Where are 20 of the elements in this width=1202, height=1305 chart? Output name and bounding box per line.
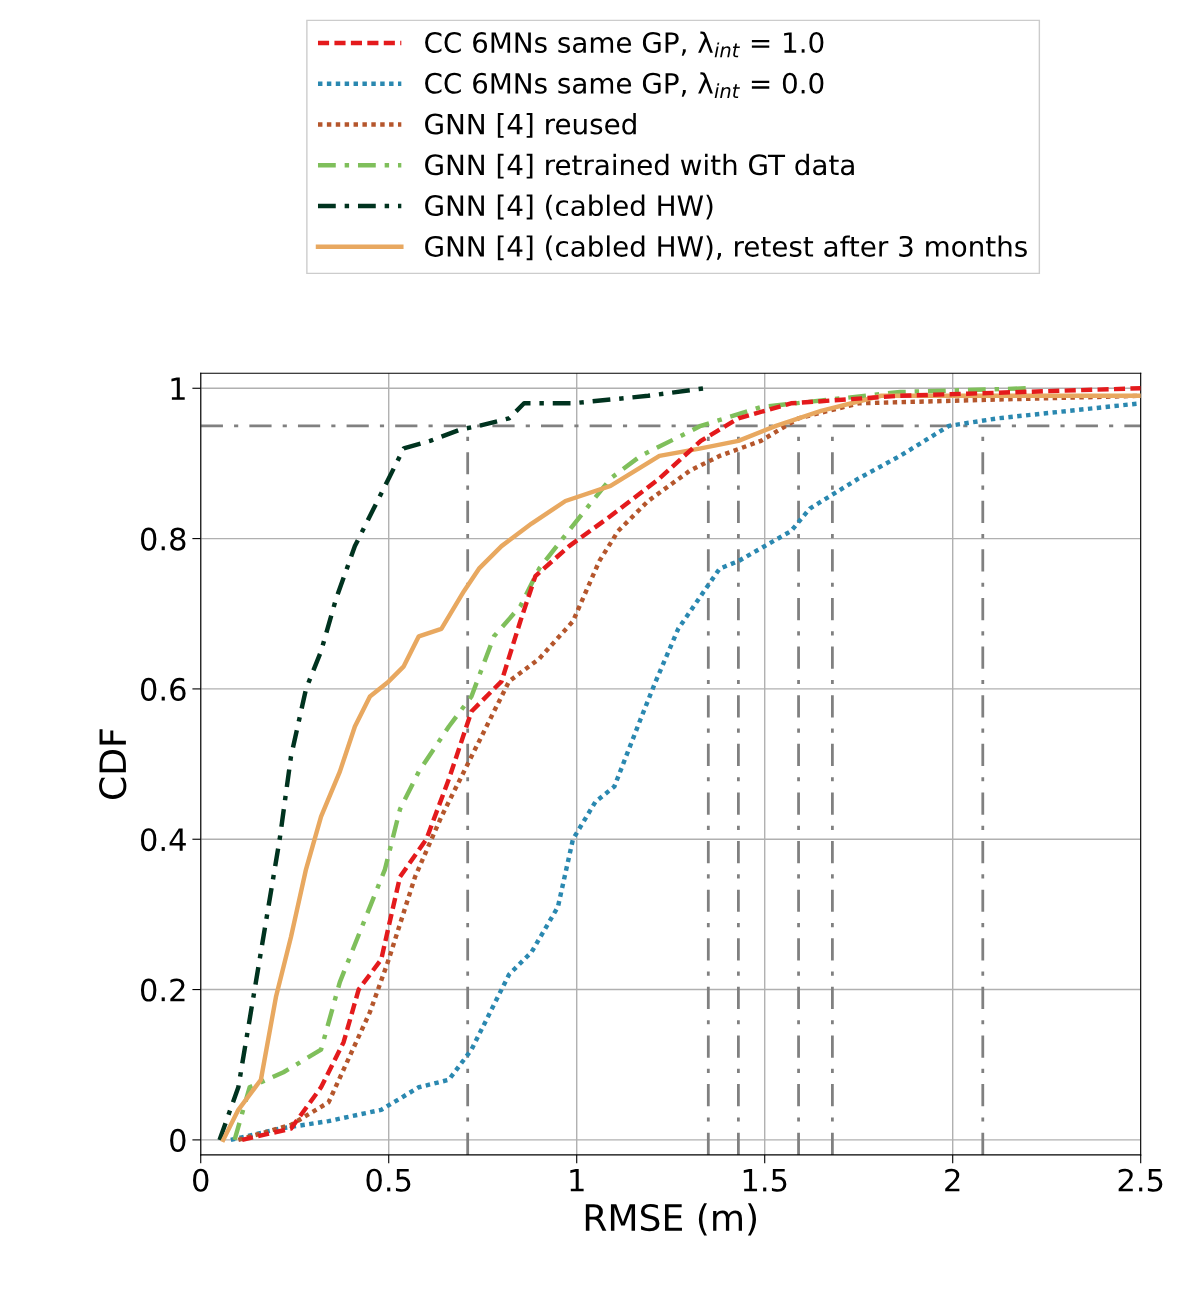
x-tick-label: 1 — [570, 1169, 584, 1192]
legend-label: GNN [4] (cabled HW), retest after 3 months — [425, 235, 1027, 261]
y-tick-label: 0.8 — [140, 527, 186, 551]
x-tick-label: 0 — [193, 1168, 209, 1192]
x-tick-label: 0.5 — [366, 1168, 411, 1192]
legend-label: GNN [4] (cabled HW) — [425, 194, 713, 220]
legend-label: GNN [4] reused — [425, 113, 636, 138]
legend-label: CC 6MNs same GP, λ$_{int}$ = 0.0 — [425, 72, 824, 98]
y-tick-label: 0.2 — [140, 978, 185, 1002]
y-tick-label: 0.6 — [140, 677, 186, 701]
y-axis-title: CDF — [99, 729, 127, 799]
legend-label: GNN [4] retrained with GT data — [425, 153, 854, 179]
x-axis-title: RMSE (m) — [585, 1203, 757, 1236]
x-tick-label: 2.5 — [1118, 1168, 1163, 1192]
x-tick-label: 1.5 — [743, 1169, 787, 1192]
y-tick-label: 0.4 — [140, 828, 186, 852]
y-tick-label: 0 — [170, 1128, 186, 1152]
y-tick-label: 1 — [171, 377, 185, 400]
x-tick-label: 2 — [945, 1168, 960, 1192]
legend-label: CC 6MNs same GP, λ$_{int}$ = 1.0 — [425, 31, 824, 58]
